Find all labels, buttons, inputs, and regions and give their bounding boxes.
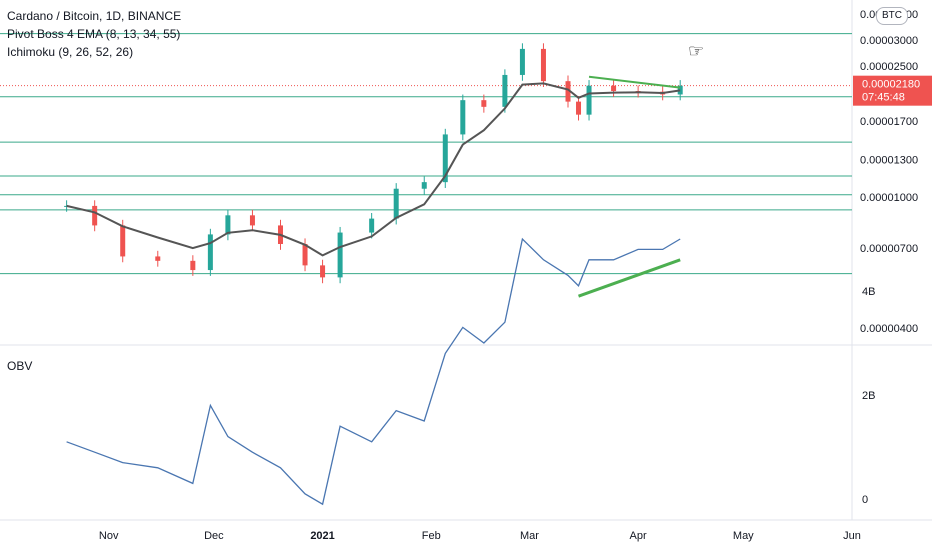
pointing-hand-icon: ☞ [688, 41, 705, 61]
candle [481, 100, 487, 107]
candle [565, 81, 571, 102]
time-tick-label: 2021 [310, 530, 334, 542]
obv-pane-label: OBV [7, 359, 33, 373]
candle [302, 244, 308, 266]
price-pane [0, 0, 852, 345]
candle [190, 260, 196, 271]
price-tick-label: 0.00001000 [860, 192, 918, 204]
ema-indicator-label: Pivot Boss 4 EMA (8, 13, 34, 55) [7, 27, 181, 41]
obv-line [66, 237, 681, 506]
candle [320, 265, 326, 278]
candle [249, 215, 255, 226]
candle [92, 205, 98, 226]
price-tick-label: 0.00001700 [860, 116, 918, 128]
time-tick-label: Dec [204, 530, 224, 542]
price-tick-label: 0.00003000 [860, 35, 918, 47]
candle [393, 188, 399, 219]
time-tick-label: Mar [520, 530, 539, 542]
candle [207, 234, 213, 271]
obv-trendline [578, 258, 681, 298]
candle [225, 215, 231, 235]
price-tick-label: 0.00002500 [860, 61, 918, 73]
price-trendline [588, 75, 681, 89]
candle [540, 48, 546, 82]
candle [576, 101, 582, 115]
time-tick-label: Feb [422, 530, 441, 542]
candle [442, 134, 448, 183]
candle [120, 225, 126, 257]
candle [421, 182, 427, 189]
time-tick-label: May [733, 530, 754, 542]
current-price-tag [853, 75, 932, 106]
symbol-title: Cardano / Bitcoin, 1D, BINANCE [7, 9, 182, 23]
candle [586, 85, 592, 115]
candle [611, 85, 617, 92]
candle [519, 48, 525, 75]
time-tick-label: Nov [99, 530, 119, 542]
time-tick-label: Apr [630, 530, 647, 542]
price-tick-label: 0.00000400 [860, 323, 918, 335]
obv-tick-label: 2B [862, 390, 875, 402]
currency-badge[interactable]: BTC [876, 7, 908, 25]
price-tick-label: 0.00000700 [860, 243, 918, 255]
candle [677, 85, 683, 95]
time-tick-label: Jun [843, 530, 861, 542]
current-price-value: 0.00002180 [862, 79, 920, 91]
ichimoku-indicator-label: Ichimoku (9, 26, 52, 26) [7, 45, 134, 59]
countdown-value: 07:45:48 [862, 92, 905, 104]
candle [155, 256, 161, 261]
obv-tick-label: 4B [862, 286, 875, 298]
candle [337, 232, 343, 278]
obv-tick-label: 0 [862, 494, 868, 506]
candle [369, 218, 375, 233]
candle [460, 100, 466, 135]
price-tick-label: 0.00001300 [860, 155, 918, 167]
candle [502, 74, 508, 107]
ema-line [66, 82, 681, 257]
